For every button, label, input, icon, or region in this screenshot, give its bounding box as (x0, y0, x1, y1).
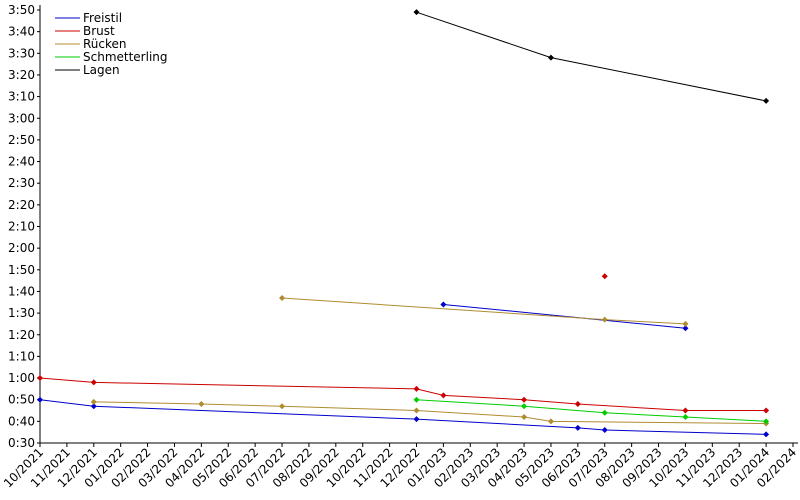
series-line (39, 303, 767, 435)
y-tick-label: 2:30 (8, 176, 35, 190)
y-tick-label: 1:20 (8, 328, 35, 342)
y-tick-label: 2:20 (8, 198, 35, 212)
point (574, 401, 581, 408)
legend-label: Brust (83, 24, 115, 38)
y-tick-label: 2:40 (8, 155, 35, 169)
y-tick-label: 1:00 (8, 371, 35, 385)
point (682, 414, 689, 421)
point (90, 398, 97, 405)
point (547, 418, 554, 425)
point (763, 407, 770, 414)
point (413, 416, 420, 423)
y-tick-label: 1:40 (8, 284, 35, 298)
y-tick-label: 0:30 (8, 436, 35, 450)
point (90, 403, 97, 410)
point (574, 424, 581, 431)
point (440, 392, 447, 399)
y-tick-label: 1:30 (8, 306, 35, 320)
point (601, 409, 608, 416)
point (763, 97, 770, 104)
y-tick-label: 3:20 (8, 68, 35, 82)
point (90, 379, 97, 386)
point (601, 427, 608, 434)
point (601, 316, 608, 323)
point (601, 273, 608, 280)
point (547, 54, 554, 61)
point (521, 396, 528, 403)
y-tick-label: 2:50 (8, 133, 35, 147)
point (682, 407, 689, 414)
point (682, 325, 689, 332)
legend-label: Lagen (83, 63, 120, 77)
series-line (93, 297, 767, 425)
point (413, 385, 420, 392)
point (763, 418, 770, 425)
y-tick-label: 1:10 (8, 349, 35, 363)
legend-label: Rücken (83, 37, 127, 51)
point (198, 401, 205, 408)
point (413, 9, 420, 16)
y-tick-label: 0:50 (8, 393, 35, 407)
y-tick-label: 1:50 (8, 263, 35, 277)
point (440, 301, 447, 308)
point (413, 396, 420, 403)
legend-label: Freistil (83, 11, 122, 25)
y-tick-label: 3:10 (8, 90, 35, 104)
point (279, 294, 286, 301)
point (37, 396, 43, 403)
series-line (40, 276, 766, 410)
y-tick-label: 3:00 (8, 111, 35, 125)
point (521, 403, 528, 410)
series-line (416, 11, 767, 102)
point (682, 320, 689, 327)
y-tick-label: 3:30 (8, 46, 35, 60)
point (37, 375, 43, 382)
legend-label: Schmetterling (83, 50, 168, 64)
y-tick-label: 2:10 (8, 220, 35, 234)
point (279, 403, 286, 410)
point (413, 407, 420, 414)
y-tick-label: 0:40 (8, 414, 35, 428)
point (521, 414, 528, 421)
y-tick-label: 3:40 (8, 25, 35, 39)
point (763, 431, 770, 438)
y-tick-label: 3:50 (8, 3, 35, 17)
y-tick-label: 2:00 (8, 241, 35, 255)
